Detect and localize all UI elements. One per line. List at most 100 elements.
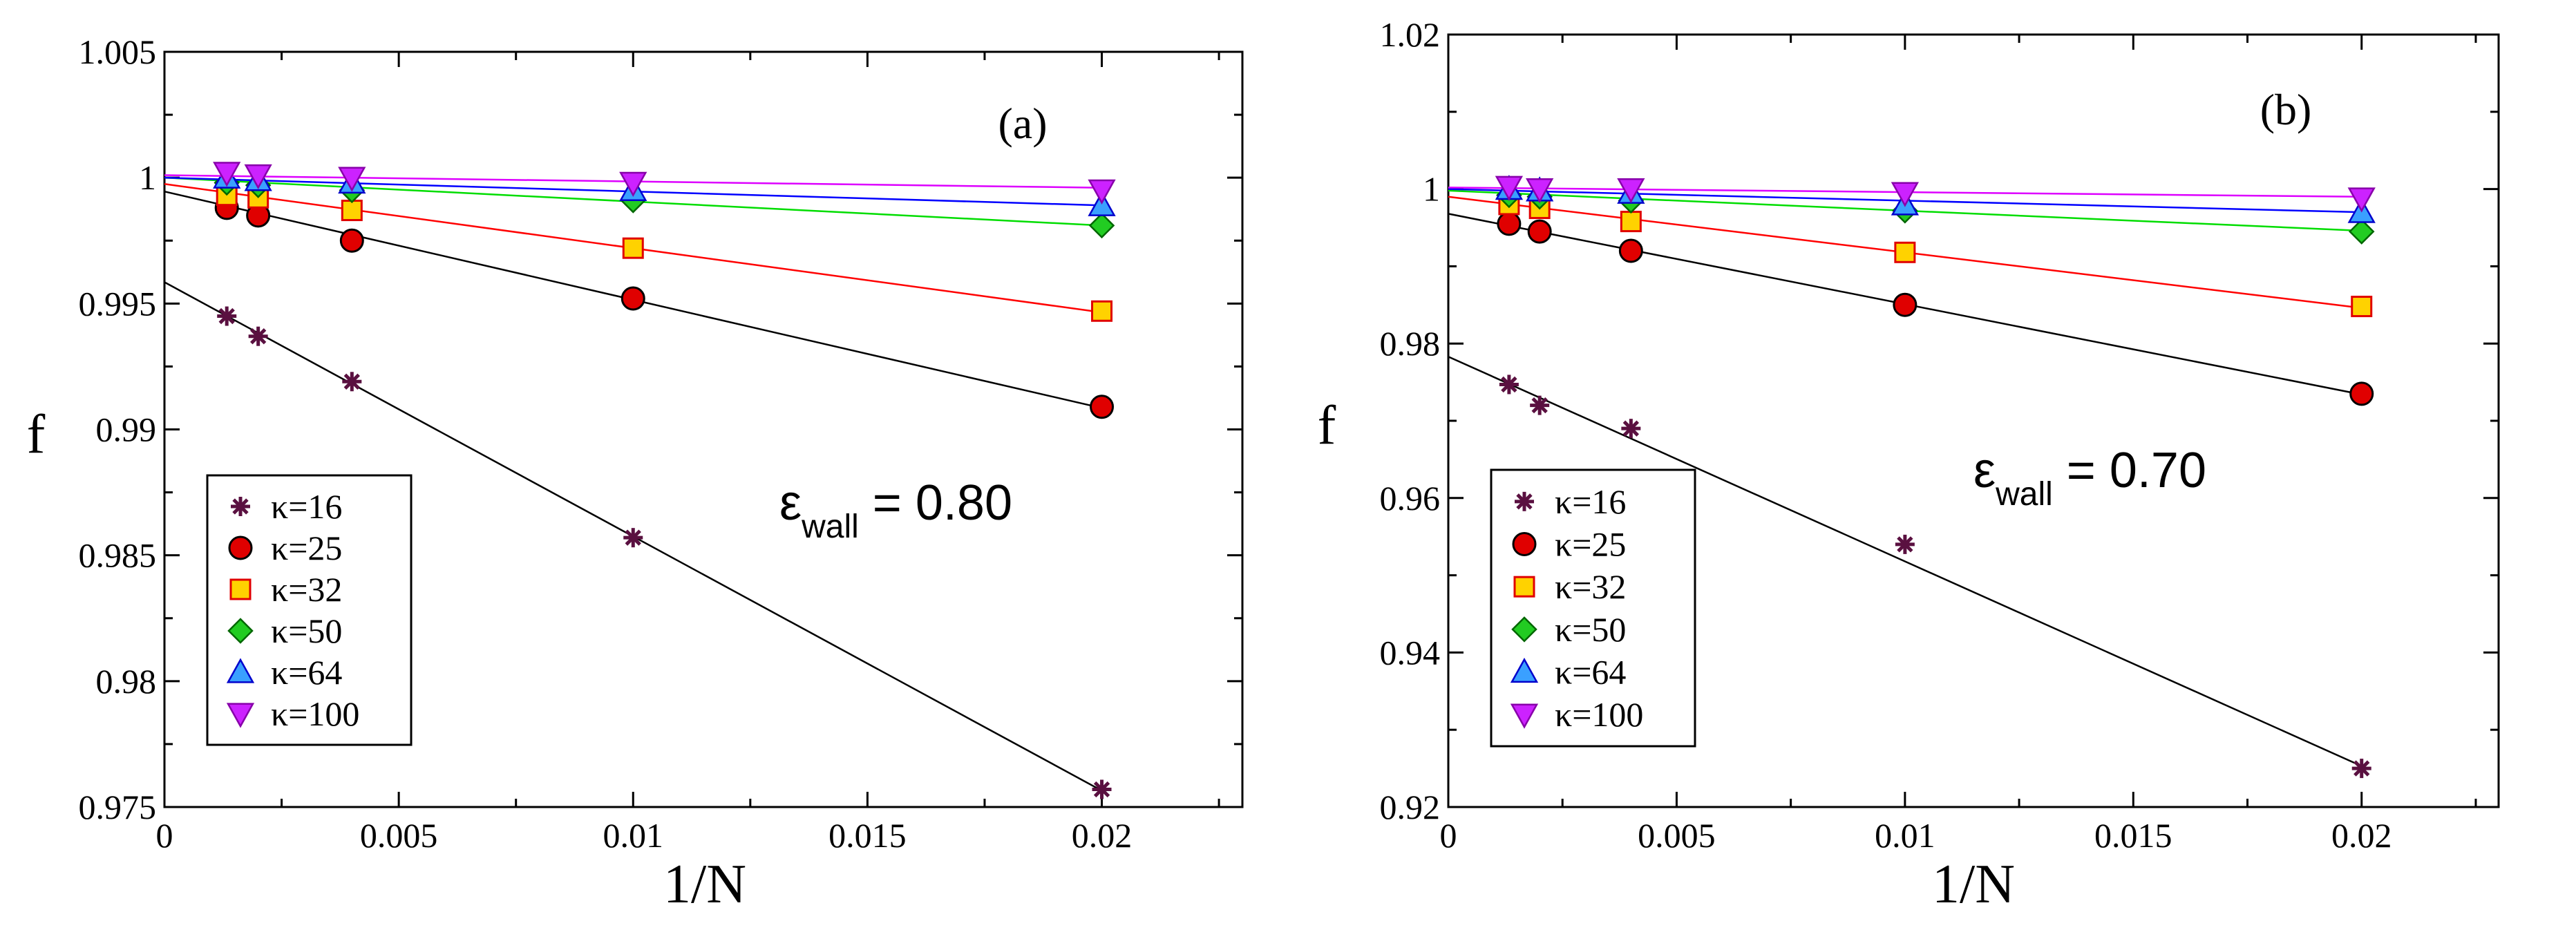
x-tick-label: 0.015 (2094, 816, 2172, 855)
x-tick-label: 0 (156, 816, 173, 855)
y-axis-title: f (27, 404, 46, 465)
epsilon-symbol: ε (1973, 443, 1996, 498)
data-point (1894, 241, 1916, 263)
legend-marker (1512, 532, 1537, 556)
y-tick-label: 0.98 (96, 662, 157, 701)
data-point (2351, 759, 2371, 779)
data-point (338, 167, 366, 192)
data-point (621, 286, 645, 311)
x-tick-label: 0.01 (1875, 816, 1935, 855)
data-point (1088, 179, 1116, 205)
x-tick-label: 0.01 (603, 816, 664, 855)
data-point (622, 237, 644, 259)
legend-marker (228, 535, 253, 560)
data-point-stroke (1897, 536, 1913, 553)
epsilon-subscript: wall (1995, 476, 2053, 513)
legend-label: κ=100 (1555, 695, 1643, 734)
epsilon-value: = 0.80 (859, 475, 1012, 531)
data-point (2347, 187, 2376, 213)
series-5 (1448, 175, 2376, 213)
legend-label: κ=32 (271, 570, 342, 609)
legend-marker (231, 497, 250, 516)
legend-marker (1510, 703, 1539, 729)
x-axis-title: 1/N (663, 854, 746, 915)
data-point (1620, 211, 1642, 233)
series-1 (1448, 211, 2374, 406)
legend: κ=16κ=25κ=32κ=50κ=64κ=100 (206, 474, 413, 746)
legend-marker (226, 658, 255, 683)
y-tick-label: 0.975 (79, 788, 157, 826)
epsilon-symbol: ε (779, 475, 802, 531)
data-point (1526, 178, 1554, 204)
data-point-stroke (625, 529, 641, 546)
data-point (339, 228, 364, 253)
y-tick-label: 1 (1423, 170, 1440, 209)
legend-marker (229, 578, 252, 600)
data-point-stroke (249, 328, 267, 345)
legend-marker (226, 703, 255, 728)
data-point-stroke (343, 373, 360, 390)
data-point (1527, 219, 1552, 244)
legend-label: κ=16 (271, 487, 342, 526)
data-point (1495, 175, 1524, 201)
legend-marker (1515, 491, 1534, 511)
legend-marker (1513, 576, 1535, 598)
legend-label: κ=50 (271, 611, 342, 650)
data-point (248, 326, 268, 346)
panel-a: 0 0.005 0.01 0.015 0.02 0.975 0.98 0.985 0.99 0.9… (27, 32, 1244, 915)
x-tick-label: 0.005 (360, 816, 438, 855)
panel-label: (b) (2260, 85, 2312, 134)
data-point-stroke (1622, 420, 1640, 437)
legend-marker (227, 618, 254, 644)
x-tick-label: 0 (1440, 816, 1457, 855)
data-point (244, 164, 272, 190)
data-point (1499, 374, 1519, 395)
x-tick-label: 0.015 (828, 816, 907, 855)
series-2 (164, 183, 1113, 322)
data-point (1891, 182, 1919, 207)
y-tick-label: 1.005 (79, 32, 157, 71)
data-point (341, 200, 363, 222)
legend-marker (1510, 657, 1539, 683)
data-point (1088, 212, 1115, 239)
legend-label: κ=64 (1555, 653, 1626, 692)
y-tick-label: 0.995 (79, 284, 157, 323)
epsilon-subscript: wall (801, 509, 859, 545)
data-point (1091, 300, 1113, 322)
data-point (213, 162, 241, 187)
series-0 (164, 281, 1112, 799)
legend: κ=16κ=25κ=32κ=50κ=64κ=100 (1490, 468, 1696, 748)
data-point (2351, 296, 2373, 318)
y-tick-label: 0.98 (1380, 324, 1441, 363)
y-tick-label: 0.99 (96, 410, 157, 449)
data-point (217, 306, 237, 326)
legend-marker-stroke (232, 498, 249, 515)
y-tick-label: 0.985 (79, 536, 157, 575)
data-point (619, 171, 647, 198)
series-1 (164, 190, 1115, 419)
data-point (623, 528, 643, 548)
data-point (1617, 178, 1645, 204)
data-point (1893, 292, 1917, 317)
epsilon-value: = 0.70 (2053, 443, 2206, 498)
data-point-stroke (2354, 760, 2370, 777)
data-point (1621, 419, 1641, 439)
panel-b: 0 0.005 0.01 0.015 0.02 0.92 0.94 0.96 0.98 1 1.02… (1318, 15, 2500, 915)
data-point (1092, 779, 1112, 799)
legend-label: κ=64 (271, 653, 342, 692)
legend-box (206, 474, 413, 746)
legend-label: κ=25 (271, 529, 342, 567)
legend-label: κ=32 (1555, 567, 1626, 606)
data-point-stroke (1501, 376, 1517, 393)
x-tick-label: 0.02 (2331, 816, 2392, 855)
legend-marker (1511, 616, 1537, 643)
series-0 (1448, 356, 2371, 779)
y-tick-label: 0.94 (1380, 633, 1441, 672)
y-tick-label: 1.02 (1380, 15, 1441, 54)
y-axis-title: f (1318, 395, 1336, 456)
series-5 (164, 162, 1116, 205)
data-point (2348, 218, 2375, 245)
legend-marker-stroke (1516, 493, 1533, 510)
x-tick-label: 0.005 (1638, 816, 1716, 855)
